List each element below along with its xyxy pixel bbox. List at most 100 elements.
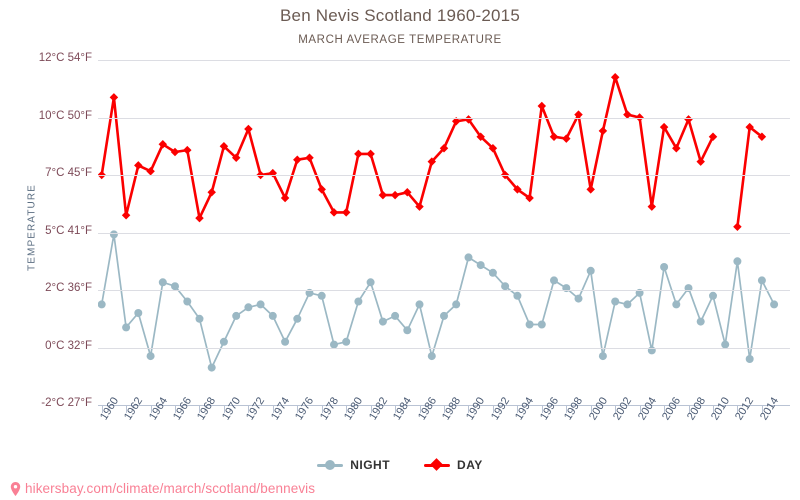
data-point-day[interactable] — [598, 126, 608, 136]
data-point-night[interactable] — [158, 278, 167, 287]
x-axis-tick-label: 2000 — [586, 395, 610, 423]
data-point-night[interactable] — [171, 282, 179, 291]
data-point-night[interactable] — [745, 355, 754, 363]
data-point-day[interactable] — [146, 166, 155, 176]
data-point-day[interactable] — [305, 153, 314, 163]
data-point-night[interactable] — [598, 352, 607, 361]
data-point-day[interactable] — [158, 140, 168, 149]
data-point-day[interactable] — [280, 193, 290, 203]
data-point-day[interactable] — [415, 202, 424, 211]
data-point-night[interactable] — [293, 314, 302, 323]
gridline — [98, 232, 790, 234]
data-point-night[interactable] — [354, 297, 363, 306]
y-axis-tick-label: 7°C 45°F — [45, 167, 92, 179]
data-point-night[interactable] — [403, 326, 412, 335]
data-point-night[interactable] — [696, 317, 705, 326]
data-point-night[interactable] — [244, 303, 253, 312]
data-point-day[interactable] — [366, 149, 375, 159]
data-point-night[interactable] — [281, 337, 290, 346]
data-point-day[interactable] — [231, 153, 241, 163]
data-point-night[interactable] — [146, 352, 155, 361]
data-point-night[interactable] — [391, 311, 400, 320]
data-point-day[interactable] — [378, 190, 388, 200]
data-point-day[interactable] — [427, 157, 437, 166]
data-point-night[interactable] — [440, 311, 448, 320]
data-point-night[interactable] — [574, 294, 583, 303]
data-point-night[interactable] — [586, 266, 595, 275]
data-point-day[interactable] — [207, 188, 216, 197]
data-point-night[interactable] — [207, 363, 216, 372]
data-point-night[interactable] — [733, 257, 742, 266]
data-point-day[interactable] — [525, 193, 534, 203]
data-point-day[interactable] — [317, 185, 326, 194]
data-point-night[interactable] — [317, 291, 326, 300]
data-point-night[interactable] — [378, 317, 387, 326]
data-point-day[interactable] — [244, 124, 253, 134]
data-point-night[interactable] — [611, 297, 620, 306]
data-point-night[interactable] — [122, 323, 131, 332]
data-point-night[interactable] — [97, 300, 106, 309]
x-axis-tick-label: 1976 — [293, 395, 317, 423]
data-point-night[interactable] — [415, 300, 424, 309]
x-axis-tick-label: 1992 — [488, 395, 513, 423]
data-point-night[interactable] — [623, 300, 632, 309]
data-point-day[interactable] — [513, 185, 522, 194]
x-axis-tick — [248, 406, 250, 413]
data-point-day[interactable] — [170, 147, 180, 157]
data-point-night[interactable] — [660, 263, 669, 271]
data-point-day[interactable] — [219, 142, 229, 151]
data-point-night[interactable] — [268, 311, 277, 320]
data-point-night[interactable] — [427, 352, 436, 361]
data-point-day[interactable] — [488, 143, 498, 153]
data-point-night[interactable] — [501, 282, 510, 291]
data-point-day[interactable] — [403, 188, 412, 197]
data-point-day[interactable] — [451, 117, 461, 126]
data-point-day[interactable] — [354, 149, 363, 159]
data-point-day[interactable] — [293, 155, 302, 164]
data-point-night[interactable] — [366, 278, 375, 287]
data-point-night[interactable] — [232, 311, 241, 320]
legend-item-day[interactable]: DAY — [424, 458, 483, 472]
data-point-day[interactable] — [183, 145, 192, 155]
data-point-night[interactable] — [488, 268, 497, 277]
y-axis-labels: TEMPERATURE 12°C 54°F 10°C 50°F 7°C 45°F 5°… — [0, 0, 93, 500]
data-point-night[interactable] — [195, 314, 204, 323]
data-point-night[interactable] — [330, 340, 338, 349]
data-point-night[interactable] — [183, 297, 192, 306]
data-point-day[interactable] — [121, 211, 131, 220]
data-point-night[interactable] — [342, 337, 351, 346]
data-point-day[interactable] — [341, 208, 351, 217]
source-url[interactable]: hikersbay.com/climate/march/scotland/ben… — [25, 481, 316, 496]
plot-area — [97, 60, 790, 406]
data-point-night[interactable] — [721, 340, 730, 349]
data-point-night[interactable] — [476, 261, 485, 270]
data-point-day[interactable] — [329, 208, 339, 217]
data-point-day[interactable] — [390, 190, 400, 200]
data-point-night[interactable] — [525, 320, 534, 329]
source-footer[interactable]: hikersbay.com/climate/march/scotland/ben… — [10, 481, 315, 496]
data-point-night[interactable] — [709, 291, 717, 300]
data-point-night[interactable] — [537, 320, 546, 329]
data-point-night[interactable] — [513, 291, 522, 300]
data-point-night[interactable] — [134, 309, 143, 317]
data-point-night[interactable] — [770, 300, 779, 309]
data-point-day[interactable] — [134, 161, 143, 170]
data-point-night[interactable] — [219, 337, 228, 346]
y-axis-tick-label: 2°C 36°F — [45, 282, 92, 294]
legend-item-night[interactable]: NIGHT — [317, 458, 390, 472]
data-point-day[interactable] — [439, 143, 449, 153]
x-axis-tick — [126, 406, 128, 413]
x-axis-tick-label: 1970 — [219, 395, 244, 423]
data-point-day[interactable] — [464, 115, 473, 124]
x-axis-tick-label: 1968 — [195, 395, 219, 423]
data-point-night[interactable] — [672, 300, 681, 309]
data-point-day[interactable] — [195, 213, 204, 223]
data-point-night[interactable] — [256, 300, 265, 309]
data-point-night[interactable] — [550, 276, 558, 285]
data-point-night[interactable] — [464, 253, 473, 262]
data-point-day[interactable] — [476, 132, 485, 141]
data-point-night[interactable] — [109, 230, 118, 239]
x-axis-tick-label: 2008 — [684, 395, 708, 423]
data-point-night[interactable] — [757, 276, 766, 285]
data-point-night[interactable] — [452, 300, 461, 309]
